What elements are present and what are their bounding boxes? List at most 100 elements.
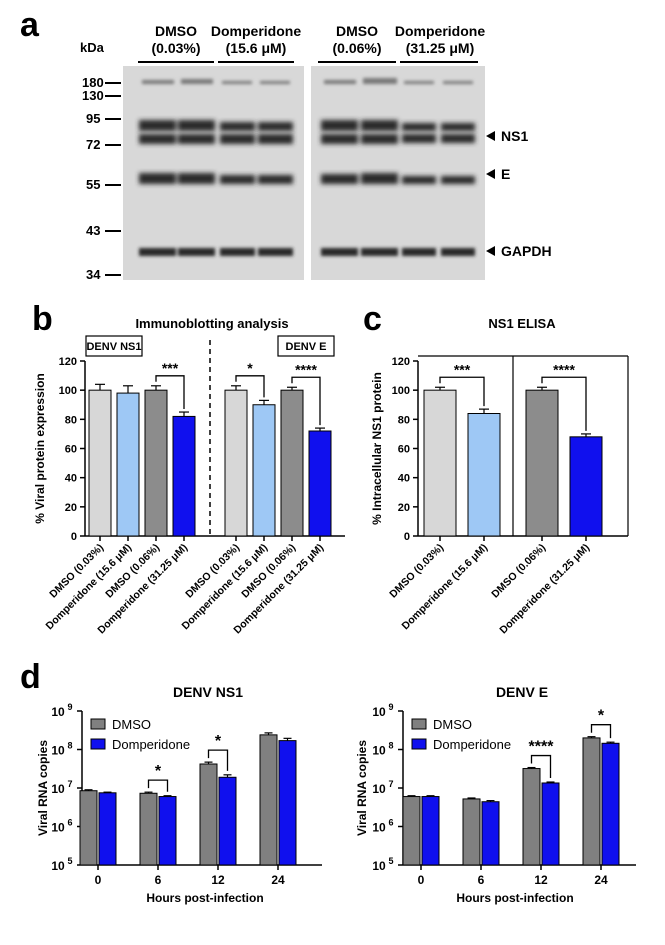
group-label-box — [277, 335, 335, 357]
blot-bands — [139, 78, 475, 256]
legend-label: DMSO — [112, 717, 151, 732]
y-tick-label: 10 — [51, 744, 65, 758]
legend-label: Domperidone — [433, 737, 511, 752]
x-axis-label: Hours post-infection — [456, 891, 573, 905]
y-tick-label: 40 — [65, 473, 77, 485]
y-tick-exponent: 8 — [67, 741, 72, 751]
bar — [259, 734, 278, 866]
significance-label: * — [598, 708, 605, 725]
group-label-box — [85, 335, 143, 357]
y-tick-exponent: 9 — [388, 702, 393, 712]
legend-swatch — [411, 718, 427, 730]
bar — [601, 742, 620, 866]
legend-swatch — [90, 738, 106, 750]
bar — [139, 792, 158, 866]
kda-markers: 180 130 95 72 55 43 34 — [82, 75, 121, 282]
kda-marker: 34 — [86, 267, 101, 282]
y-tick-label: 10 — [51, 782, 65, 796]
significance-label: * — [247, 360, 253, 376]
bar — [252, 404, 276, 537]
y-tick-label: 10 — [51, 705, 65, 719]
chart-title: DENV NS1 — [173, 684, 243, 700]
bar — [402, 796, 421, 866]
bar — [569, 436, 603, 537]
legend-swatch — [411, 738, 427, 750]
panel-label-b: b — [32, 300, 53, 338]
y-tick-exponent: 7 — [67, 779, 72, 789]
panel-label-d: d — [20, 658, 41, 696]
significance-bracket — [155, 375, 185, 410]
bar — [582, 737, 601, 866]
chart-title: DENV E — [496, 684, 548, 700]
x-axis-label: Hours post-infection — [146, 891, 263, 905]
chart-title: NS1 ELISA — [488, 316, 556, 331]
western-blot: kDa DMSO (0.03%) Domperidone (15.6 μM) D… — [80, 23, 552, 282]
significance-bracket — [235, 375, 265, 398]
kda-marker: 130 — [82, 88, 104, 103]
y-tick-label: 10 — [372, 744, 386, 758]
bar — [224, 389, 248, 537]
significance-label: **** — [553, 361, 575, 377]
y-tick-exponent: 6 — [388, 818, 393, 828]
x-tick-label: Domperidone (15.6 μM) — [400, 542, 491, 633]
significance-bracket — [530, 754, 552, 779]
bar — [308, 430, 332, 537]
bar — [88, 389, 112, 537]
y-tick-label: 100 — [59, 385, 77, 397]
group-label: (0.06%) — [332, 40, 381, 56]
band-label-gapdh: GAPDH — [501, 243, 552, 259]
bar — [421, 796, 440, 866]
bar — [144, 389, 168, 537]
significance-bracket — [147, 779, 169, 792]
y-tick-label: 10 — [372, 859, 386, 873]
bar — [278, 740, 297, 866]
y-tick-label: 0 — [71, 531, 77, 543]
y-tick-label: 40 — [398, 473, 410, 485]
x-tick-label: 0 — [95, 873, 102, 887]
panel-label-c: c — [363, 300, 382, 338]
x-tick-label: 12 — [211, 873, 225, 887]
group-label: Domperidone — [211, 23, 301, 39]
bar — [280, 389, 304, 537]
bar — [172, 415, 196, 537]
kda-marker: 72 — [86, 137, 100, 152]
y-tick-label: 60 — [398, 444, 410, 456]
x-tick-label: 24 — [271, 873, 285, 887]
significance-label: **** — [529, 739, 555, 756]
y-tick-exponent: 5 — [388, 856, 393, 866]
group-label: Domperidone — [395, 23, 485, 39]
kda-label: kDa — [80, 40, 105, 55]
legend-swatch — [90, 718, 106, 730]
y-tick-label: 10 — [51, 821, 65, 835]
bar — [462, 798, 481, 866]
bar — [541, 782, 560, 866]
group-label: DMSO — [336, 23, 378, 39]
kda-marker: 55 — [86, 177, 100, 192]
group-label: (31.25 μM) — [406, 40, 474, 56]
y-tick-exponent: 6 — [67, 818, 72, 828]
y-tick-label: 0 — [404, 531, 410, 543]
kda-marker: 180 — [82, 75, 104, 90]
y-axis-label: Viral RNA copies — [355, 740, 369, 836]
y-tick-label: 60 — [65, 444, 77, 456]
bar — [467, 413, 501, 537]
y-tick-label: 20 — [398, 502, 410, 514]
group-label: (0.03%) — [151, 40, 200, 56]
band-label-e: E — [501, 166, 510, 182]
x-tick-label: 0 — [418, 873, 425, 887]
x-tick-label: Domperidone (31.25 μM) — [497, 542, 592, 637]
bar — [79, 790, 98, 866]
x-tick-label: 6 — [155, 873, 162, 887]
y-tick-label: 10 — [372, 782, 386, 796]
significance-label: *** — [454, 361, 471, 377]
bar — [481, 801, 500, 866]
y-tick-label: 10 — [51, 859, 65, 873]
bar — [525, 389, 559, 537]
significance-bracket — [207, 749, 229, 771]
y-tick-label: 80 — [398, 414, 410, 426]
bar — [199, 763, 218, 866]
panel-label-a: a — [20, 6, 39, 44]
y-tick-exponent: 8 — [388, 741, 393, 751]
kda-marker: 95 — [86, 111, 100, 126]
